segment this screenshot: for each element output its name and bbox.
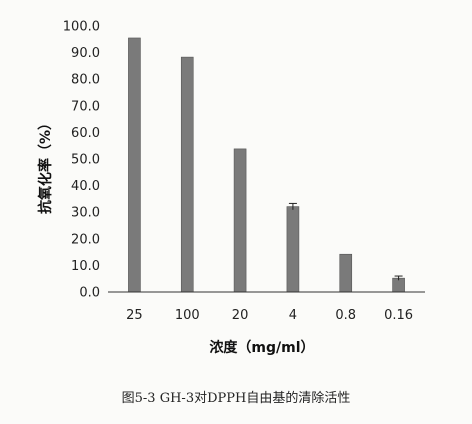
x-axis-title: 浓度（mg/ml） xyxy=(209,339,314,356)
x-tick-label: 25 xyxy=(126,308,143,323)
x-tick-label: 20 xyxy=(232,308,249,323)
y-tick-label: 0.0 xyxy=(79,286,100,301)
x-tick-label: 0.16 xyxy=(384,308,413,323)
x-axis-ticks: 25 100 20 4 0.8 0.16 xyxy=(126,308,413,323)
y-tick-label: 100.0 xyxy=(63,20,100,35)
y-axis-ticks: 0.0 10.0 20.0 30.0 40.0 50.0 60.0 70.0 80.0 90.0 1… xyxy=(63,20,100,301)
bar xyxy=(339,253,353,293)
figure-caption: 图5-3 GH-3对DPPH自由基的清除活性 xyxy=(122,390,351,406)
bar xyxy=(128,37,141,293)
y-tick-label: 60.0 xyxy=(71,126,100,141)
x-tick-label: 0.8 xyxy=(335,308,356,323)
x-tick-label: 100 xyxy=(175,308,200,323)
y-tick-label: 20.0 xyxy=(71,232,100,247)
bar xyxy=(233,148,247,293)
y-tick-label: 10.0 xyxy=(71,259,100,274)
y-tick-label: 80.0 xyxy=(71,73,100,88)
y-tick-label: 90.0 xyxy=(71,46,100,61)
y-tick-label: 50.0 xyxy=(71,153,100,168)
y-tick-label: 70.0 xyxy=(71,99,100,114)
y-axis-title: 抗氧化率（%） xyxy=(37,116,54,214)
y-tick-label: 40.0 xyxy=(71,179,100,194)
bar xyxy=(286,206,300,293)
y-tick-label: 30.0 xyxy=(71,206,100,221)
bars xyxy=(128,37,405,293)
x-tick-label: 4 xyxy=(289,308,297,323)
bar xyxy=(180,56,194,293)
